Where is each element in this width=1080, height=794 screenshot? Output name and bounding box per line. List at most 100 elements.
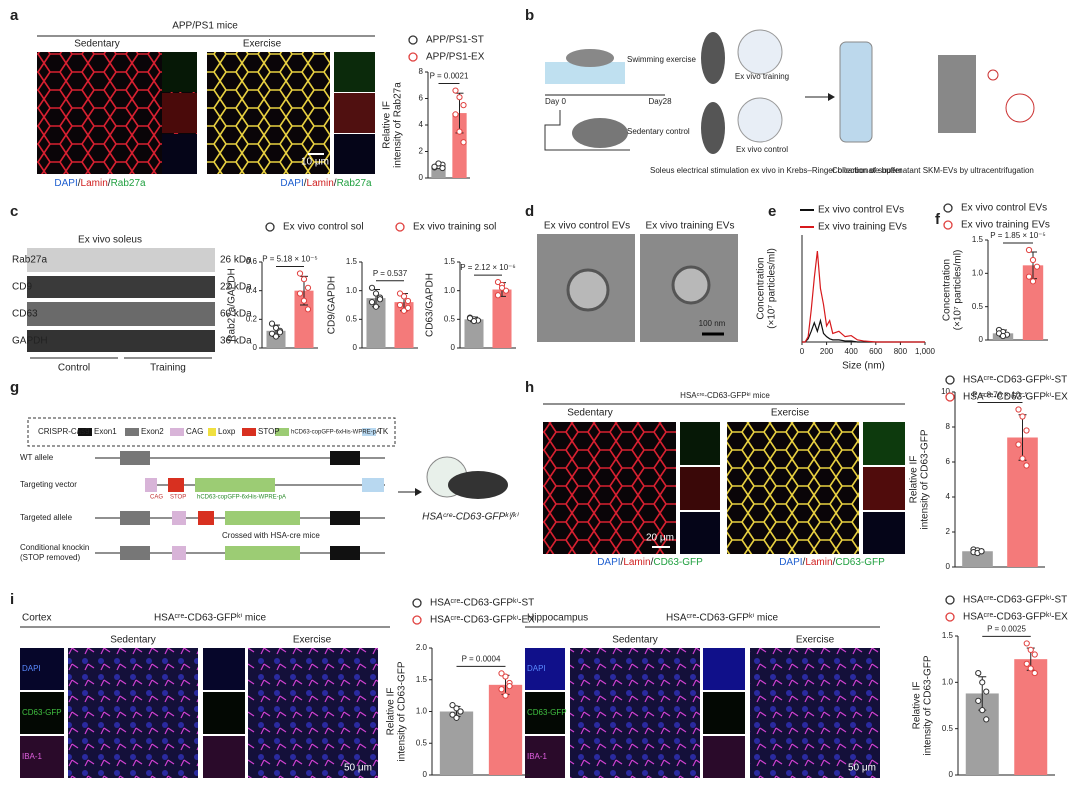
image-title: HSAᶜʳᵉ-CD63-GFPᵏⁱ mice <box>680 391 770 400</box>
scale-bar-label: 100 nm <box>699 319 726 328</box>
y-axis-label: (×10⁷ particles/ml) <box>767 248 778 329</box>
data-point <box>502 287 510 294</box>
data-point <box>975 697 982 704</box>
panel-letter: c <box>10 203 18 220</box>
panel-letter: b <box>525 7 534 24</box>
y-tick-label: 6 <box>419 94 424 103</box>
data-point <box>466 315 474 322</box>
legend-label: Exon1 <box>94 427 117 436</box>
data-point <box>300 276 308 283</box>
y-tick-label: 4 <box>419 120 424 129</box>
scale-bar-label: 20 μm <box>646 533 674 544</box>
data-point <box>494 292 502 299</box>
y-axis-label: intensity of CD63-GFP <box>397 661 408 761</box>
bar <box>452 113 467 178</box>
data-point <box>1029 256 1037 264</box>
data-point <box>304 306 312 313</box>
legend-label: CRISPR-Cas9 <box>38 427 90 436</box>
bar <box>1014 659 1048 775</box>
region-label: Hippocampus <box>527 613 588 624</box>
legend-swatch <box>945 392 955 402</box>
y-tick-label: 0.4 <box>246 286 258 295</box>
data-point <box>979 679 986 686</box>
x-tick-label: 800 <box>894 347 908 356</box>
legend-label: Ex vivo training EVs <box>818 222 907 233</box>
channel-label: IBA-1 <box>527 752 548 761</box>
data-point <box>456 94 463 101</box>
y-axis-label: Concentration <box>756 257 767 319</box>
y-tick-label: 1.5 <box>416 675 428 684</box>
y-tick-label: 0.2 <box>246 314 258 323</box>
data-point <box>372 303 380 310</box>
legend-label: STOP <box>258 427 280 436</box>
stain-caption: DAPI/Lamin/Rab27a <box>280 178 372 189</box>
bar <box>488 684 523 775</box>
y-axis-label: intensity of CD63-GFP <box>920 429 931 529</box>
p-value: P = 0.0025 <box>987 625 1026 634</box>
y-tick-label: 1.0 <box>416 707 428 716</box>
panel-letter: d <box>525 203 534 220</box>
image-label: Exercise <box>796 635 835 646</box>
data-point <box>453 705 460 712</box>
data-point <box>1015 441 1022 448</box>
data-point <box>498 670 505 677</box>
image-label: Sedentary <box>567 408 613 419</box>
data-point <box>1031 669 1038 677</box>
y-tick-label: 0 <box>419 173 424 182</box>
stain-caption: DAPI/Lamin/Rab27a <box>54 178 146 189</box>
data-point <box>396 301 404 309</box>
bar <box>1022 265 1044 340</box>
band-size: 26 kDa <box>220 255 252 266</box>
data-point <box>460 102 467 109</box>
y-tick-label: 1.5 <box>346 257 358 266</box>
y-axis-label: Relative IF <box>382 101 393 149</box>
y-tick-label: 10 <box>941 387 950 396</box>
bar <box>394 302 414 348</box>
legend-label: HSAᶜʳᵉ-CD63-GFPᵏⁱ-EX <box>963 612 1068 623</box>
image-label: Sedentary <box>74 39 120 50</box>
data-point <box>999 332 1007 340</box>
x-axis-label: Size (nm) <box>842 361 885 372</box>
y-axis-label: CD9/GAPDH <box>327 276 338 334</box>
legend-label: HSAᶜʳᵉ-CD63-GFPᵏⁱ-ST <box>430 598 534 609</box>
bar <box>492 289 512 348</box>
region-label: Cortex <box>22 613 51 624</box>
y-tick-label: 0.5 <box>972 302 984 311</box>
legend-swatch <box>408 35 418 45</box>
y-tick-label: 6 <box>946 457 951 466</box>
bar <box>464 319 484 348</box>
diagram-label: Ex vivo training <box>735 72 789 81</box>
p-value: P = 0.537 <box>373 269 408 278</box>
y-tick-label: 0 <box>353 343 358 352</box>
y-tick-label: 1.0 <box>942 677 954 686</box>
data-point <box>498 686 505 693</box>
data-point <box>1033 263 1041 270</box>
data-point <box>449 702 456 709</box>
diagram-label: Ex vivo control <box>736 145 788 154</box>
panel-letter: e <box>768 203 776 220</box>
p-value: P = 1.85 × 10⁻⁵ <box>990 231 1045 240</box>
y-axis-label: Relative IF <box>909 456 920 504</box>
legend-swatch <box>943 220 953 230</box>
data-point <box>368 299 376 306</box>
y-tick-label: 4 <box>946 492 951 501</box>
band-label: Rab27a <box>12 255 47 266</box>
scale-bar-label: 50 μm <box>344 763 372 774</box>
data-point <box>1023 427 1030 434</box>
panel-letter: a <box>10 7 19 24</box>
y-axis-label: CD63/GAPDH <box>425 273 436 337</box>
data-point <box>502 692 509 699</box>
data-point <box>452 87 459 94</box>
data-point <box>296 270 304 277</box>
mouse-label: HSAᶜʳᵉ-CD63-GFPᵏⁱ/ᵏⁱ <box>422 512 520 523</box>
channel-label: DAPI <box>22 664 41 673</box>
scale-bar-label: 50 μm <box>848 763 876 774</box>
y-tick-label: 1.0 <box>346 286 358 295</box>
legend-label: HSAᶜʳᵉ-CD63-GFPᵏⁱ-EX <box>430 615 535 626</box>
legend-swatch <box>945 375 955 385</box>
x-tick-label: 1,000 <box>915 347 936 356</box>
channel-label: DAPI <box>527 664 546 673</box>
scale-bar-label: 10 μm <box>301 157 329 168</box>
image-label: Exercise <box>293 635 332 646</box>
